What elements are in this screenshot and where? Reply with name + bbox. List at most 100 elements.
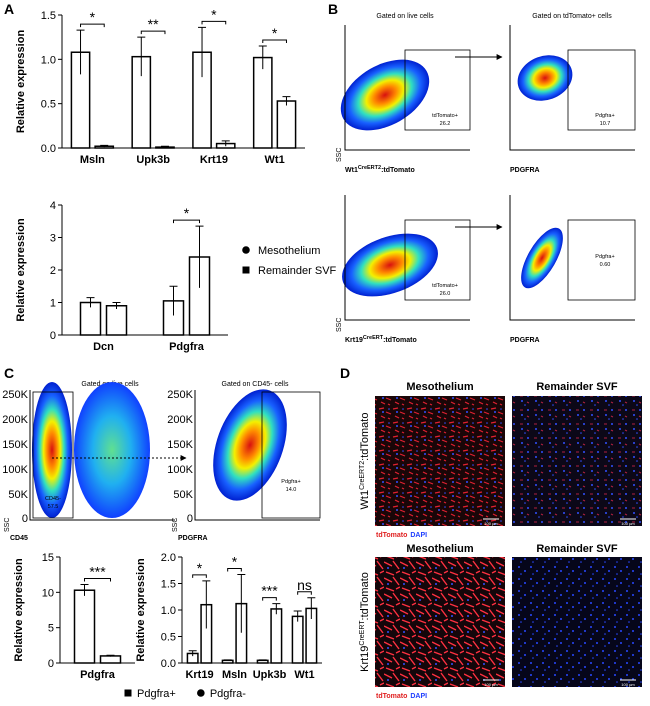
- row-label: Krt19CreERT:tdTomato: [359, 572, 371, 672]
- legend-marker: [197, 689, 205, 697]
- y-ticks: 250K 200K 150K 100K 50K 0 250K 200K 150K…: [2, 389, 193, 525]
- scale-label: 100 µm: [484, 682, 498, 687]
- x-tick-label: Wt1: [265, 154, 285, 166]
- bar: [105, 305, 128, 336]
- significance-bracket: [173, 219, 200, 224]
- error-bar: [160, 145, 169, 148]
- legend-label: Remainder SVF: [258, 265, 337, 277]
- error-bar: [169, 285, 178, 316]
- error-bar: [293, 610, 302, 622]
- y-tick-label: 0: [22, 513, 28, 525]
- error-bar: [221, 140, 230, 147]
- gate-label: Pdgfra+: [595, 113, 614, 119]
- x-tick-label: Krt19: [200, 154, 228, 166]
- y-tick-label: 5: [48, 623, 54, 635]
- error-bar: [258, 45, 267, 70]
- error-bar: [137, 36, 146, 77]
- y-tick-label: 150K: [167, 439, 193, 451]
- y-tick-label: 10: [42, 587, 54, 599]
- x-axis-label: PDGFRA: [510, 167, 540, 174]
- density: [342, 233, 438, 297]
- x-tick-label: Pdgfra: [80, 669, 116, 681]
- gate-value: 26.0: [440, 291, 451, 297]
- y-tick-label: 0: [187, 513, 193, 525]
- bar: [73, 589, 96, 664]
- gate-value: 10.7: [600, 121, 611, 127]
- flow-panel-c: Gated on live cells Gated on CD45- cells…: [2, 381, 321, 542]
- y-tick-label: 250K: [167, 389, 193, 401]
- channel-legend: tdTomato DAPI: [376, 532, 427, 539]
- error-bar: [100, 144, 109, 148]
- panel-label: C: [4, 365, 14, 381]
- micrograph: [375, 557, 505, 687]
- y-tick-label: 2: [50, 265, 56, 277]
- error-bar: [202, 580, 211, 629]
- scale-label: 100 µm: [621, 521, 635, 526]
- error-bar: [198, 26, 207, 78]
- gate-label: tdTomato+: [432, 283, 458, 289]
- legend-marker: [242, 246, 250, 254]
- significance-bracket: [140, 30, 166, 35]
- gate: [404, 49, 471, 131]
- gate-label: Pdgfra+: [595, 254, 614, 260]
- legend-marker: [242, 266, 250, 274]
- y-tick-label: 0: [50, 330, 56, 342]
- gate-title: Gated on CD45- cells: [222, 381, 289, 388]
- significance-bracket: [262, 597, 277, 601]
- legend-marker: [124, 689, 132, 697]
- y-tick-label: 200K: [2, 414, 28, 426]
- x-axis-label: Wt1CreERT2:tdTomato: [345, 165, 415, 174]
- significance-label: *: [184, 205, 190, 221]
- error-bar: [223, 659, 232, 661]
- significance-label: ***: [89, 564, 106, 580]
- x-tick-label: Msln: [222, 669, 247, 681]
- axis: [344, 195, 470, 321]
- significance-label: ***: [261, 583, 278, 599]
- y-tick-label: 1.5: [41, 10, 56, 22]
- column-label: Remainder SVF: [536, 543, 618, 555]
- gate-value: 57.5: [48, 504, 59, 510]
- gate-value: 0.60: [600, 262, 611, 268]
- x-tick-label: Pdgfra: [169, 341, 205, 353]
- y-axis-label: SSC: [336, 148, 343, 162]
- x-axis-label: Krt19CreERT:tdTomato: [345, 335, 417, 344]
- y-tick-label: 1.0: [41, 54, 56, 66]
- column-label: Mesothelium: [406, 543, 473, 555]
- y-axis-label: Relative expression: [135, 558, 147, 662]
- error-bar: [237, 573, 246, 633]
- gate-label: tdTomato+: [432, 113, 458, 119]
- density: [213, 389, 287, 501]
- gate: [567, 219, 636, 301]
- panel-label: B: [328, 1, 338, 17]
- scale-label: 100 µm: [621, 682, 635, 687]
- gate-title: Gated on live cells: [376, 13, 434, 20]
- y-tick-label: 0.5: [161, 632, 176, 644]
- flow-panel-b: Gated on live cells Gated on tdTomato+ c…: [336, 13, 636, 344]
- x-axis-label: PDGFRA: [178, 535, 208, 542]
- y-tick-label: 0: [48, 658, 54, 670]
- row-label: Wt1CreERT2:tdTomato: [359, 413, 371, 510]
- y-tick-label: 100K: [167, 464, 193, 476]
- column-label: Remainder SVF: [536, 381, 618, 393]
- y-tick-label: 1.0: [161, 605, 176, 617]
- gate-label: Pdgfra+: [281, 479, 300, 485]
- y-axis-label: SSC: [172, 518, 179, 532]
- y-tick-label: 150K: [2, 439, 28, 451]
- bar: [276, 100, 297, 149]
- axis: [509, 25, 635, 151]
- gate: [261, 391, 321, 519]
- error-bar: [282, 96, 291, 106]
- significance-label: *: [211, 6, 217, 22]
- error-bar: [106, 654, 115, 657]
- y-axis-label: Relative expression: [15, 218, 27, 322]
- x-tick-label: Upk3b: [253, 669, 287, 681]
- gate-value: 26.2: [440, 121, 451, 127]
- error-bar: [307, 597, 316, 620]
- x-tick-label: Krt19: [185, 669, 213, 681]
- gate-title: Gated on tdTomato+ cells: [532, 13, 612, 20]
- y-axis-label: SSC: [4, 518, 11, 532]
- y-tick-label: 1: [50, 298, 56, 310]
- error-bar: [258, 659, 267, 661]
- gate: [32, 391, 74, 519]
- axis: [344, 25, 470, 151]
